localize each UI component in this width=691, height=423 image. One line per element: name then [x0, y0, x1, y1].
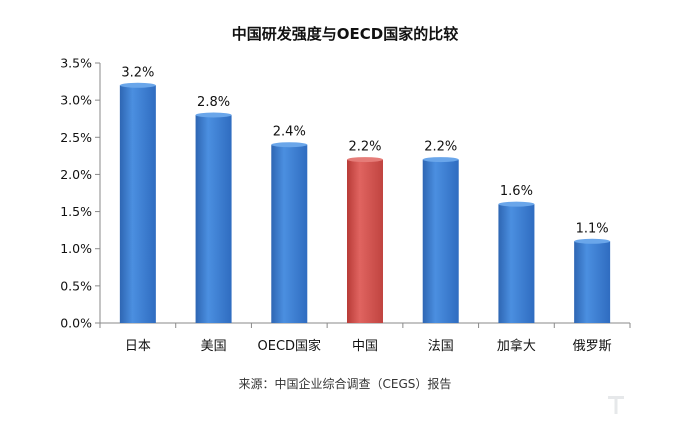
bar-top-cap	[195, 112, 232, 118]
data-label: 2.2%	[348, 140, 381, 155]
bar-0	[119, 85, 156, 324]
bar-6	[574, 241, 611, 323]
data-label: 2.2%	[424, 140, 457, 155]
data-label: 1.1%	[576, 221, 609, 236]
bar-3	[347, 159, 383, 323]
x-tick-label: 美国	[201, 339, 227, 354]
watermark-t-icon	[608, 396, 624, 414]
bar-top-cap	[347, 157, 383, 163]
x-tick-labels: 日本 美国 OECD国家 中国 法国 加拿大 俄罗斯	[125, 338, 612, 354]
y-tick-labels: 0.0% 0.5% 1.0% 1.5% 2.0% 2.5% 3.0% 3.5%	[60, 56, 92, 331]
bar-top-cap	[498, 201, 535, 207]
data-label: 3.2%	[121, 65, 154, 80]
data-label: 2.4%	[273, 125, 306, 140]
x-tick-label: 中国	[352, 339, 378, 354]
y-tick-label: 3.0%	[60, 93, 92, 108]
data-labels: 3.2% 2.8% 2.4% 2.2% 2.2% 1.6% 1.1%	[121, 65, 608, 236]
bar-4	[422, 159, 459, 323]
data-label: 2.8%	[197, 95, 230, 110]
chart-title: 中国研发强度与OECD国家的比较	[232, 25, 458, 43]
bar-top-cap	[119, 82, 156, 88]
x-axis	[99, 322, 631, 328]
x-tick-label: 加拿大	[497, 338, 536, 354]
y-axis	[95, 62, 101, 324]
bar-1	[195, 115, 232, 323]
y-tick-label: 2.5%	[60, 130, 92, 145]
bar-top-cap	[574, 238, 611, 244]
y-tick-label: 2.0%	[60, 167, 92, 182]
x-tick-label: 日本	[125, 339, 151, 354]
chart-source-note: 来源：中国企业综合调查（CEGS）报告	[239, 376, 452, 391]
x-tick-label: 法国	[428, 339, 454, 354]
x-tick-label: OECD国家	[258, 338, 322, 354]
x-tick-label: 俄罗斯	[573, 339, 612, 354]
y-tick-label: 1.5%	[60, 204, 92, 219]
bar-top-cap	[422, 157, 459, 163]
bar-5	[498, 204, 535, 323]
watermark-logo	[608, 396, 624, 414]
bar-top-cap	[271, 142, 308, 148]
y-tick-label: 3.5%	[60, 56, 92, 71]
y-tick-label: 0.0%	[60, 316, 92, 331]
y-tick-label: 0.5%	[60, 278, 92, 293]
bar-2	[271, 144, 308, 323]
bars	[119, 82, 611, 324]
y-tick-label: 1.0%	[60, 241, 92, 256]
data-label: 1.6%	[500, 184, 533, 199]
